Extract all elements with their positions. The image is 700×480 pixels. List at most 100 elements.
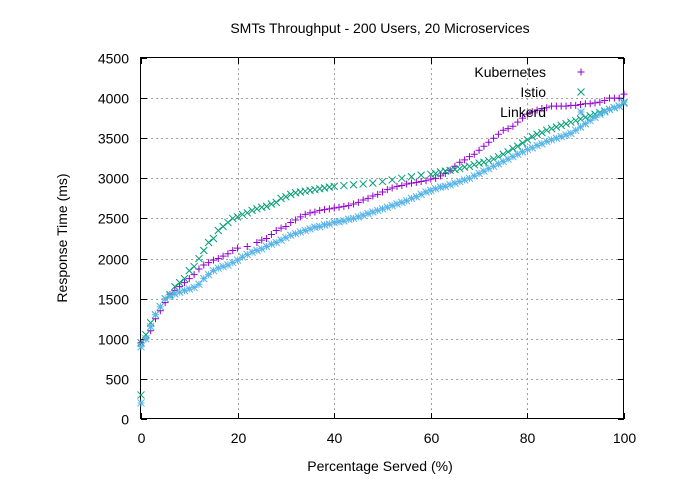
data-point (397, 174, 406, 183)
y-tick-label: 4000 (98, 91, 129, 107)
data-point (267, 200, 276, 208)
data-point (185, 285, 194, 293)
data-point (272, 198, 281, 207)
data-point (209, 266, 218, 275)
data-point (340, 216, 348, 225)
data-point (480, 142, 488, 150)
x-tick-label: 60 (424, 430, 440, 446)
data-point (170, 289, 179, 298)
data-point (538, 128, 546, 137)
data-point (427, 175, 435, 183)
y-tick-label: 2500 (98, 211, 129, 227)
y-tick-label: 3500 (98, 131, 129, 147)
data-point (301, 210, 309, 218)
data-point (581, 119, 590, 128)
data-point (591, 99, 599, 107)
data-point (509, 122, 517, 130)
data-point (354, 212, 363, 221)
legend-marker (577, 88, 585, 96)
data-point (243, 208, 252, 217)
data-point (504, 125, 512, 133)
legend-label: Istio (520, 84, 546, 100)
legend-marker (577, 108, 585, 116)
data-point (470, 150, 478, 158)
data-point (229, 247, 237, 255)
data-point (277, 236, 285, 244)
data-point (199, 274, 208, 283)
data-point (572, 101, 580, 109)
data-point (286, 231, 295, 240)
data-point (282, 192, 290, 201)
series-kubernetes (137, 90, 628, 407)
data-point (533, 141, 541, 150)
data-point (359, 211, 368, 220)
data-point (209, 256, 217, 264)
data-point (595, 110, 604, 119)
data-point (243, 250, 252, 259)
data-point (388, 201, 397, 210)
data-point (455, 164, 464, 173)
data-point (465, 174, 474, 183)
data-point (620, 90, 628, 98)
data-point (615, 94, 623, 102)
data-point (137, 391, 145, 399)
x-tick-label: 100 (613, 430, 637, 446)
x-tick-label: 0 (138, 430, 146, 446)
data-point (325, 220, 334, 228)
data-point (576, 123, 585, 131)
data-point (214, 255, 222, 263)
data-point (513, 142, 522, 151)
data-point (407, 179, 415, 187)
data-point (562, 102, 570, 110)
data-point (489, 162, 498, 171)
data-point (557, 132, 566, 141)
data-point (368, 208, 377, 216)
data-point (422, 177, 430, 185)
data-point (504, 155, 512, 163)
data-point (610, 103, 619, 112)
data-point (228, 214, 237, 223)
data-point (557, 121, 566, 130)
data-point (436, 183, 445, 192)
data-point (571, 116, 580, 125)
data-point (291, 229, 300, 238)
axis-ticks: 0 20 40 60 80 1000500100015002000250030003500… (98, 51, 637, 447)
data-point (460, 176, 469, 184)
data-point (296, 228, 305, 236)
data-point (359, 180, 368, 188)
chart-title: SMTs Throughput - 200 Users, 20 Microser… (230, 20, 529, 36)
data-point (151, 310, 160, 319)
data-point (180, 286, 189, 295)
y-tick-label: 4500 (98, 51, 129, 67)
data-point (552, 134, 561, 143)
data-point (571, 126, 580, 135)
data-point (170, 282, 179, 291)
data-point (509, 144, 517, 153)
data-point (292, 216, 300, 224)
data-point (383, 186, 391, 194)
data-point (146, 322, 155, 331)
x-tick-label: 80 (520, 430, 536, 446)
data-point (605, 105, 614, 114)
y-tick-label: 0 (121, 412, 129, 428)
data-point (591, 113, 599, 122)
data-point (228, 258, 237, 267)
data-point (461, 156, 469, 164)
data-point (519, 114, 527, 122)
data-point (137, 342, 145, 351)
data-point (398, 182, 406, 190)
data-point (175, 288, 184, 297)
data-point (161, 294, 170, 303)
data-point (470, 172, 479, 180)
data-point (383, 203, 392, 212)
data-point (195, 280, 203, 289)
data-point (528, 108, 536, 116)
data-point (185, 275, 193, 283)
data-point (180, 279, 188, 287)
data-point (596, 98, 604, 106)
data-point (441, 182, 450, 191)
data-point (364, 209, 372, 218)
data-point (480, 167, 488, 175)
data-point (257, 245, 266, 253)
